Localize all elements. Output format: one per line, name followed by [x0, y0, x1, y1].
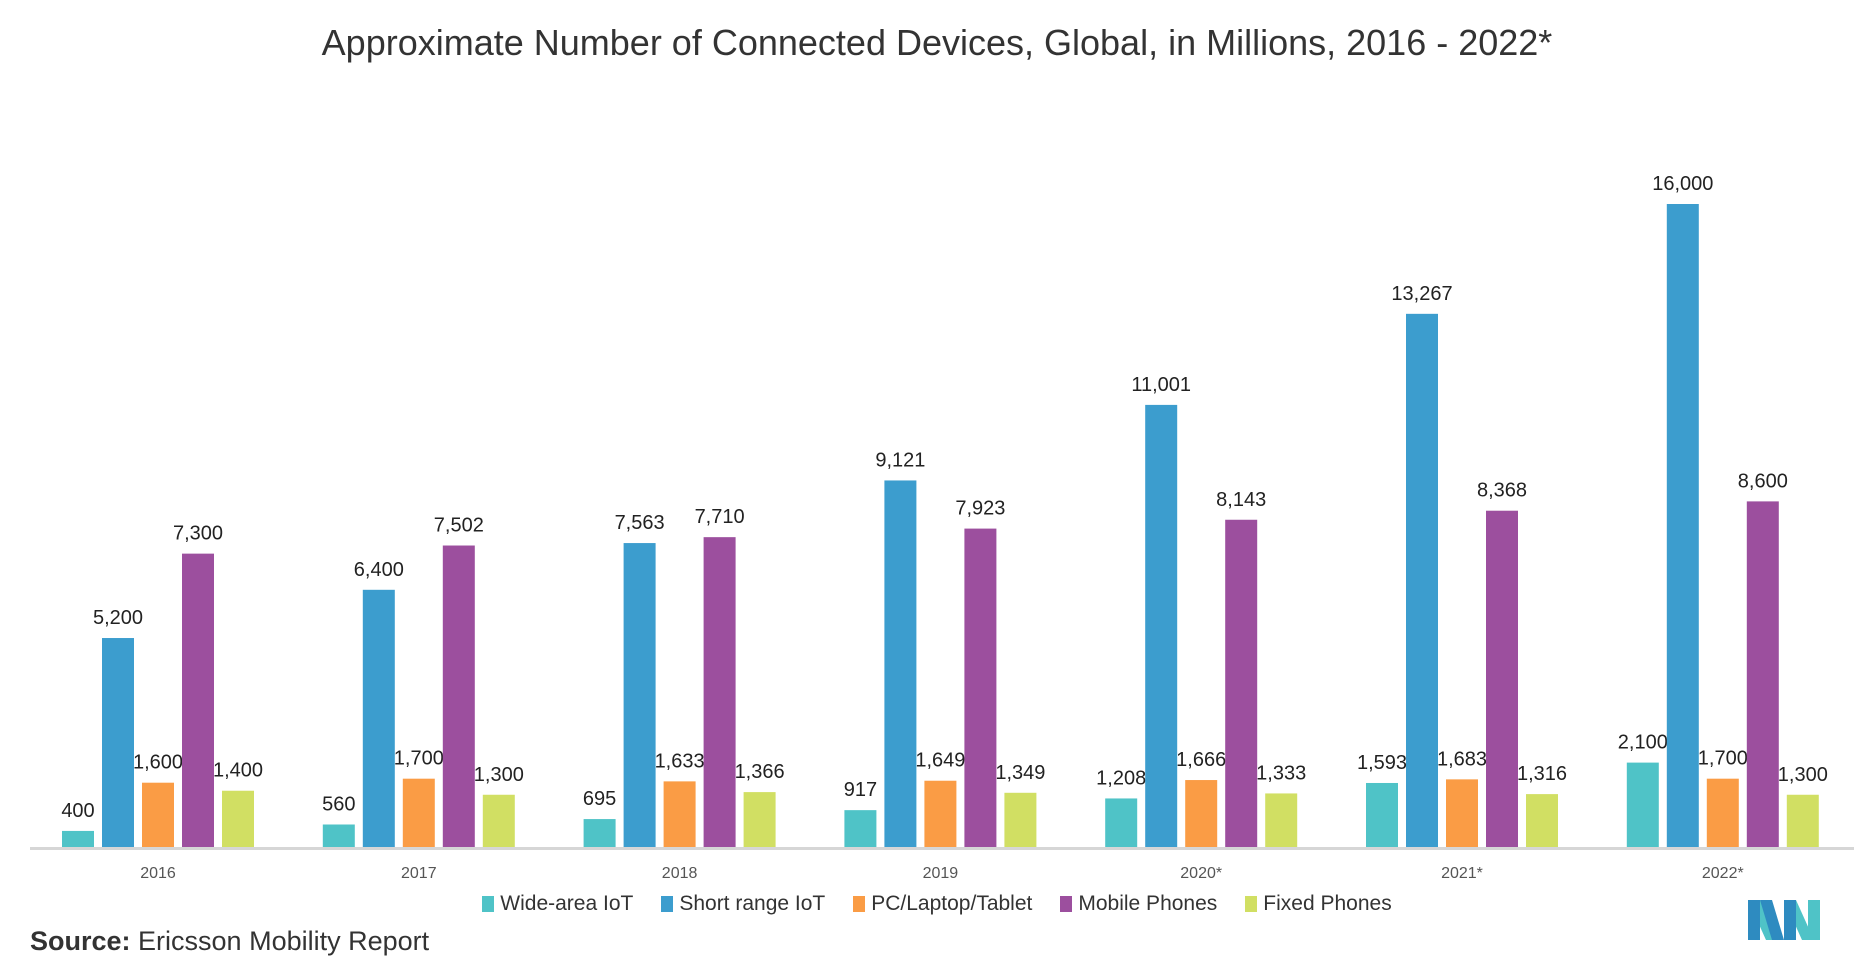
- bar-short-range-iot-2020: [1145, 404, 1178, 847]
- x-tick-label: 2016: [140, 865, 176, 880]
- data-label: 1,700: [1698, 748, 1748, 770]
- legend-item: Mobile Phones: [1060, 892, 1217, 916]
- bar-wide-area-iot-2022: [1626, 762, 1659, 847]
- data-label: 1,666: [1176, 749, 1226, 771]
- data-label: 1,649: [915, 750, 965, 772]
- data-label: 1,349: [995, 762, 1045, 784]
- legend-swatch: [853, 896, 866, 912]
- bar-fixed-phones-2018: [743, 792, 776, 847]
- data-label: 8,600: [1738, 470, 1788, 492]
- bar-pc-laptop-tablet-2022: [1706, 778, 1739, 847]
- x-tick-label: 2021*: [1441, 865, 1483, 880]
- data-label: 400: [61, 800, 94, 822]
- data-label: 1,400: [213, 760, 263, 782]
- bar-short-range-iot-2022: [1666, 204, 1699, 847]
- bar-pc-laptop-tablet-2016: [142, 782, 174, 847]
- x-tick-label: 2020*: [1180, 865, 1222, 880]
- legend-item: Wide-area IoT: [482, 892, 633, 916]
- bar-fixed-phones-2016: [222, 790, 254, 847]
- source-note: Source: Ericsson Mobility Report: [30, 926, 429, 957]
- bar-fixed-phones-2022: [1786, 794, 1819, 847]
- legend-swatch: [661, 896, 674, 912]
- bar-pc-laptop-tablet-2021: [1446, 779, 1478, 847]
- data-label: 16,000: [1652, 173, 1713, 195]
- bar-pc-laptop-tablet-2020: [1185, 780, 1218, 847]
- x-tick-label: 2017: [401, 865, 437, 880]
- data-label: 1,208: [1096, 767, 1146, 789]
- bar-wide-area-iot-2019: [844, 810, 877, 847]
- data-label: 1,683: [1437, 748, 1487, 770]
- bar-fixed-phones-2020: [1265, 793, 1298, 847]
- bar-wide-area-iot-2017: [322, 824, 355, 847]
- data-label: 1,700: [394, 748, 444, 770]
- data-label: 1,593: [1357, 752, 1407, 774]
- data-label: 917: [844, 779, 877, 801]
- bar-pc-laptop-tablet-2018: [663, 781, 696, 847]
- data-label: 1,300: [474, 764, 524, 786]
- x-tick-label: 2022*: [1702, 865, 1744, 880]
- data-label: 1,316: [1517, 763, 1567, 785]
- data-label: 1,300: [1778, 764, 1828, 786]
- data-label: 1,366: [735, 761, 785, 783]
- bar-mobile-phones-2019: [964, 528, 997, 847]
- bar-mobile-phones-2018: [703, 537, 736, 847]
- data-label: 5,200: [93, 607, 143, 629]
- bar-short-range-iot-2016: [102, 638, 134, 847]
- bar-mobile-phones-2016: [182, 553, 214, 847]
- data-label: 7,923: [955, 498, 1005, 520]
- legend-swatch: [1245, 896, 1258, 912]
- data-label: 7,710: [695, 506, 745, 528]
- bar-short-range-iot-2018: [623, 543, 656, 847]
- x-tick-label: 2019: [923, 865, 959, 880]
- data-label: 7,563: [615, 512, 665, 534]
- data-label: 2,100: [1618, 732, 1668, 754]
- chart-title: Approximate Number of Connected Devices,…: [321, 22, 1553, 63]
- bar-mobile-phones-2021: [1486, 510, 1518, 847]
- bar-short-range-iot-2017: [362, 589, 395, 847]
- legend-item: Short range IoT: [661, 892, 825, 916]
- data-label: 1,633: [655, 750, 705, 772]
- data-label: 13,267: [1391, 283, 1452, 305]
- bar-wide-area-iot-2018: [583, 819, 616, 847]
- bar-short-range-iot-2019: [884, 480, 917, 847]
- legend-label: Short range IoT: [679, 892, 826, 915]
- legend: Wide-area IoT Short range IoT PC/Laptop/Ta…: [0, 892, 1874, 916]
- bar-mobile-phones-2020: [1225, 519, 1258, 847]
- bar-fixed-phones-2021: [1526, 794, 1558, 847]
- data-label: 695: [583, 788, 616, 810]
- data-label: 1,333: [1256, 762, 1306, 784]
- legend-label: Fixed Phones: [1263, 892, 1392, 915]
- bar-chart: 400 5,200 1,600 7,300 1,400 2016 560 6,400 1,700…: [30, 173, 1854, 880]
- data-label: 560: [322, 793, 355, 815]
- legend-item: PC/Laptop/Tablet: [853, 892, 1032, 916]
- data-label: 7,300: [173, 523, 223, 545]
- bar-short-range-iot-2021: [1406, 313, 1438, 848]
- bar-pc-laptop-tablet-2017: [402, 778, 435, 847]
- mordor-intelligence-logo: [1748, 900, 1820, 940]
- data-label: 11,001: [1131, 374, 1191, 396]
- x-tick-label: 2018: [662, 865, 698, 880]
- bar-mobile-phones-2017: [442, 545, 475, 847]
- bar-wide-area-iot-2016: [62, 830, 94, 847]
- legend-item: Fixed Phones: [1245, 892, 1392, 916]
- data-label: 8,368: [1477, 480, 1527, 502]
- source-text: Ericsson Mobility Report: [138, 926, 430, 956]
- bar-fixed-phones-2017: [482, 794, 515, 847]
- legend-label: Mobile Phones: [1078, 892, 1218, 915]
- bar-pc-laptop-tablet-2019: [924, 780, 957, 847]
- legend-label: Wide-area IoT: [500, 892, 634, 915]
- legend-swatch: [482, 896, 495, 912]
- data-label: 6,400: [354, 559, 404, 581]
- data-label: 7,502: [434, 515, 484, 537]
- source-label: Source:: [30, 926, 131, 956]
- bar-wide-area-iot-2021: [1366, 782, 1398, 847]
- data-label: 8,143: [1216, 489, 1266, 511]
- bar-fixed-phones-2019: [1004, 792, 1037, 847]
- legend-swatch: [1060, 896, 1073, 912]
- data-label: 9,121: [875, 449, 925, 471]
- bar-wide-area-iot-2020: [1105, 798, 1138, 847]
- bar-mobile-phones-2022: [1746, 501, 1779, 847]
- legend-label: PC/Laptop/Tablet: [871, 892, 1033, 915]
- data-label: 1,600: [133, 752, 183, 774]
